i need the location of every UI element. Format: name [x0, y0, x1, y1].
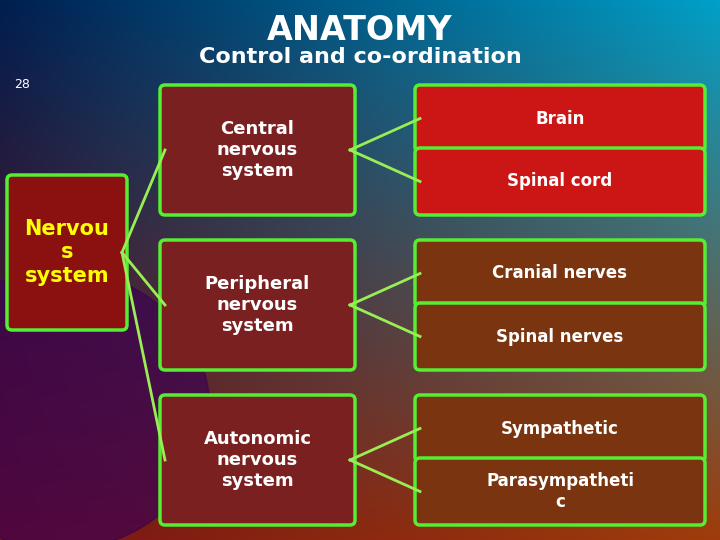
- Text: Control and co-ordination: Control and co-ordination: [199, 47, 521, 67]
- Text: 28: 28: [14, 78, 30, 91]
- Text: Nervou
s
system: Nervou s system: [24, 219, 109, 286]
- Text: Peripheral
nervous
system: Peripheral nervous system: [205, 275, 310, 335]
- Text: Sympathetic: Sympathetic: [501, 420, 619, 437]
- Text: Parasympatheti
c: Parasympatheti c: [486, 472, 634, 511]
- FancyBboxPatch shape: [160, 240, 355, 370]
- Text: Brain: Brain: [535, 110, 585, 127]
- Text: Spinal cord: Spinal cord: [508, 172, 613, 191]
- FancyBboxPatch shape: [415, 395, 705, 462]
- FancyBboxPatch shape: [415, 148, 705, 215]
- Text: Central
nervous
system: Central nervous system: [217, 120, 298, 180]
- Text: Cranial nerves: Cranial nerves: [492, 265, 628, 282]
- Ellipse shape: [0, 270, 210, 540]
- FancyBboxPatch shape: [7, 175, 127, 330]
- FancyBboxPatch shape: [415, 85, 705, 152]
- FancyBboxPatch shape: [415, 303, 705, 370]
- FancyBboxPatch shape: [160, 85, 355, 215]
- FancyBboxPatch shape: [415, 240, 705, 307]
- FancyBboxPatch shape: [160, 395, 355, 525]
- Text: ANATOMY: ANATOMY: [267, 14, 453, 46]
- Text: Autonomic
nervous
system: Autonomic nervous system: [204, 430, 312, 490]
- Text: Spinal nerves: Spinal nerves: [496, 327, 624, 346]
- FancyBboxPatch shape: [415, 458, 705, 525]
